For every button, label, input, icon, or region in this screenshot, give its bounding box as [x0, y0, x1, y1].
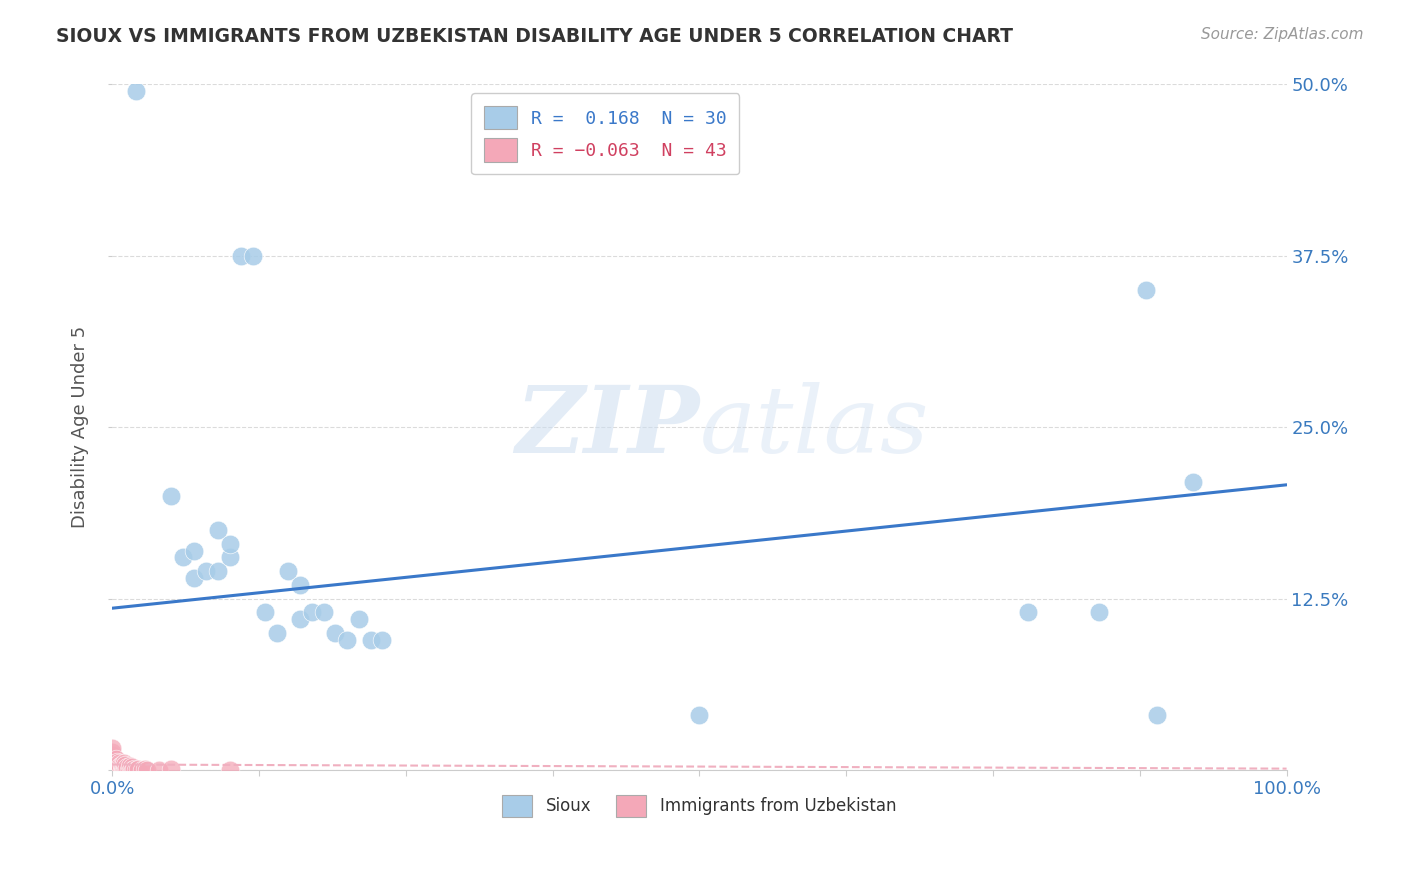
Point [1146, 708, 1168, 723]
Point [101, 759, 124, 773]
Point [688, 708, 710, 723]
Point [117, 763, 139, 777]
Point [148, 763, 170, 777]
Point [266, 626, 288, 640]
Point [114, 757, 136, 772]
Point [101, 741, 124, 756]
Point [105, 755, 128, 769]
Point [121, 760, 143, 774]
Point [111, 763, 134, 777]
Point [101, 747, 124, 762]
Point [104, 757, 127, 772]
Point [118, 759, 141, 773]
Text: Source: ZipAtlas.com: Source: ZipAtlas.com [1201, 27, 1364, 42]
Text: ZIP: ZIP [515, 382, 699, 472]
Point [242, 249, 264, 263]
Point [107, 763, 129, 777]
Point [1017, 605, 1039, 619]
Point [312, 605, 335, 619]
Point [1181, 475, 1204, 489]
Point [112, 763, 135, 777]
Point [195, 564, 218, 578]
Point [134, 762, 156, 776]
Point [253, 605, 276, 619]
Point [131, 763, 153, 777]
Point [336, 632, 359, 647]
Point [172, 550, 194, 565]
Legend: Sioux, Immigrants from Uzbekistan: Sioux, Immigrants from Uzbekistan [496, 789, 903, 823]
Point [101, 753, 124, 767]
Point [101, 763, 124, 777]
Point [110, 763, 132, 777]
Point [108, 756, 131, 771]
Point [288, 612, 311, 626]
Point [323, 626, 346, 640]
Point [1087, 605, 1109, 619]
Point [371, 632, 394, 647]
Point [288, 578, 311, 592]
Point [112, 756, 135, 771]
Point [301, 605, 323, 619]
Point [207, 564, 229, 578]
Point [183, 543, 205, 558]
Point [218, 763, 240, 777]
Point [101, 756, 124, 771]
Point [110, 763, 132, 777]
Point [101, 750, 124, 764]
Point [231, 249, 253, 263]
Point [105, 760, 128, 774]
Point [108, 762, 131, 776]
Point [218, 537, 240, 551]
Point [107, 757, 129, 772]
Text: SIOUX VS IMMIGRANTS FROM UZBEKISTAN DISABILITY AGE UNDER 5 CORRELATION CHART: SIOUX VS IMMIGRANTS FROM UZBEKISTAN DISA… [56, 27, 1014, 45]
Point [115, 763, 138, 777]
Point [207, 523, 229, 537]
Point [114, 762, 136, 776]
Point [218, 550, 240, 565]
Point [127, 762, 149, 776]
Point [124, 84, 146, 98]
Point [124, 763, 146, 777]
Point [277, 564, 299, 578]
Point [183, 571, 205, 585]
Point [160, 489, 183, 503]
Point [160, 762, 183, 776]
Point [103, 763, 125, 777]
Point [104, 752, 127, 766]
Text: atlas: atlas [699, 382, 929, 472]
Point [120, 763, 142, 777]
Point [122, 763, 145, 777]
Point [347, 612, 370, 626]
Point [136, 763, 159, 777]
Point [110, 757, 132, 772]
Point [117, 760, 139, 774]
Point [111, 759, 134, 773]
Point [360, 632, 382, 647]
Y-axis label: Disability Age Under 5: Disability Age Under 5 [72, 326, 89, 528]
Point [1135, 283, 1157, 297]
Point [124, 762, 146, 776]
Point [101, 745, 124, 759]
Point [110, 759, 132, 773]
